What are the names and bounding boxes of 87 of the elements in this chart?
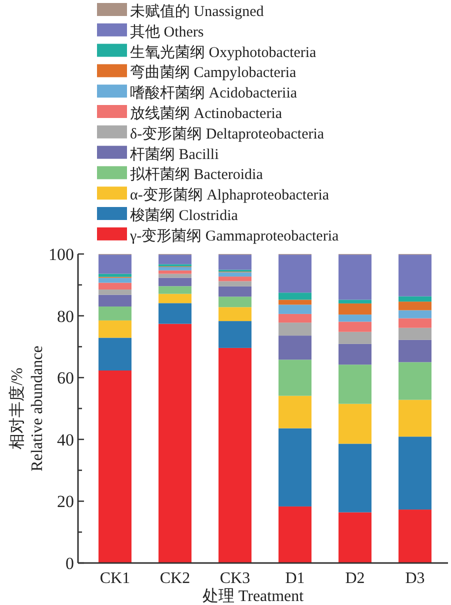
bar [338,300,372,304]
bar [398,340,432,362]
bar [278,428,312,506]
bar [98,306,132,320]
x-axis-title: 处理 Treatment [202,587,304,605]
bar [338,332,372,344]
legend-label: 未赋值的 Unassigned [130,3,264,20]
x-tick-label: CK2 [160,570,190,587]
bar [398,400,432,437]
bar [398,362,432,400]
bar [158,303,192,324]
bar [278,254,312,293]
legend-label: 嗜酸杆菌纲 Acidobacteriia [130,84,298,102]
bar [278,506,312,563]
legend-label: 杆菌纲 Bacilli [129,146,219,163]
bar [218,254,252,270]
bar [338,314,372,322]
bar [338,512,372,563]
legend-label: 弯曲菌纲 Campylobacteria [130,64,297,82]
bar [278,360,312,396]
bar [338,404,372,444]
bar [218,296,252,308]
bar [98,282,132,290]
bar [98,254,132,274]
bar [278,304,312,314]
y-tick-label: 80 [57,306,74,326]
bar [218,272,252,277]
bar [218,286,252,297]
legend-label: γ-变形菌纲 Gammaproteobacteria [129,227,339,244]
x-tick-label: D3 [405,570,425,587]
bar [98,370,132,563]
bar [398,318,432,328]
bar [278,314,312,323]
bar [398,296,432,302]
bar [158,286,192,294]
bar [338,444,372,512]
bar [158,278,192,286]
bar [338,303,372,315]
bar [218,307,252,322]
bar [398,436,432,510]
bar [98,338,132,370]
bar [398,254,432,296]
bar [158,266,192,270]
bar [398,302,432,310]
bar [98,320,132,338]
x-tick-label: CK1 [100,570,130,587]
y-tick-label: 20 [57,492,74,512]
bar [278,300,312,305]
bar [98,290,132,295]
bar [278,336,312,360]
legend-label: α-变形菌纲 Alphaproteobacteria [130,186,330,204]
x-tick-label: CK3 [220,570,250,587]
bar [158,254,192,264]
bar [98,294,132,307]
bar [158,324,192,563]
bar [338,254,372,300]
bar [158,270,192,274]
legend-label: 梭菌纲 Clostridia [130,207,238,224]
bar [398,328,432,340]
bar [278,322,312,336]
legend-label: 生氧光菌纲 Oxyphotobacteria [130,44,317,61]
bar [398,510,432,563]
bar [338,322,372,332]
bar [398,310,432,318]
x-tick-label: D1 [285,570,305,587]
y-axis-title: 相对丰度/% Relative abundance [8,346,46,472]
bar [278,292,312,300]
bar [218,276,252,282]
legend-label: 其他 Others [130,23,204,40]
legend-label: 放线菌纲 Actinobacteria [130,105,282,122]
legend-label: 拟杆菌纲 Bacteroidia [130,166,264,184]
bar [218,281,252,286]
bar [98,274,132,277]
bar [158,274,192,278]
bar [98,278,132,283]
bar [338,364,372,404]
bar [218,348,252,563]
y-tick-label: 40 [57,430,74,450]
bar [158,294,192,304]
y-tick-label: 60 [57,368,74,388]
bar [338,344,372,365]
legend-label: δ-变形菌纲 Deltaproteobacteria [130,125,324,142]
y-tick-label: 0 [66,554,74,573]
bar [218,321,252,348]
bar [278,396,312,428]
y-tick-label: 100 [48,245,74,264]
x-tick-label: D2 [345,570,365,587]
